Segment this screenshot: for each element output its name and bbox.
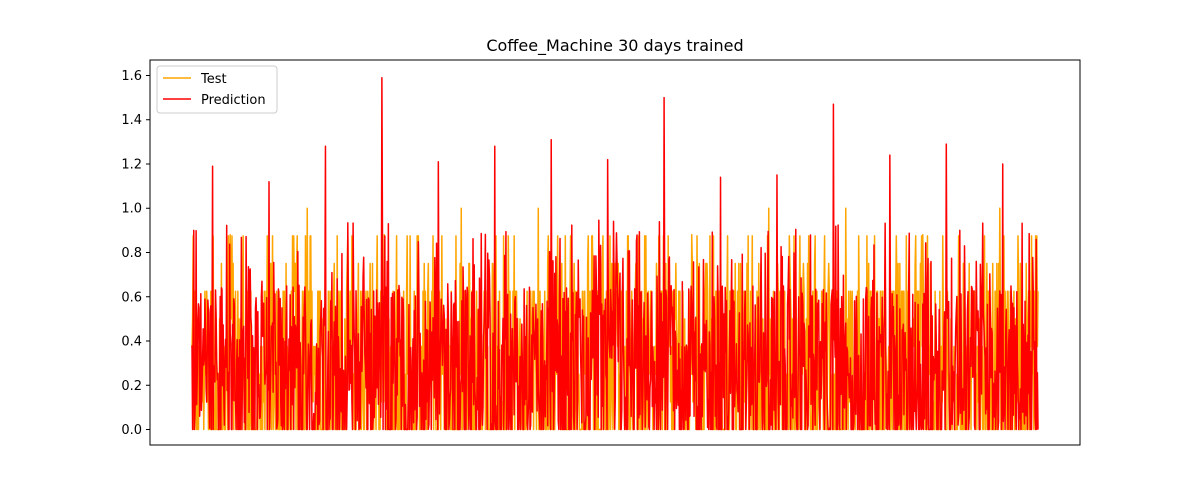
- y-tick-label: 1.4: [121, 113, 142, 128]
- y-tick-label: 0.0: [121, 423, 142, 438]
- y-tick-label: 1.6: [121, 69, 142, 84]
- chart-title: Coffee_Machine 30 days trained: [486, 36, 743, 56]
- legend-label-test: Test: [200, 72, 227, 87]
- y-tick-label: 0.8: [121, 246, 142, 261]
- y-axis: 0.0 0.2 0.4 0.6 0.8 1.0 1.2 1.4 1.6: [121, 69, 150, 438]
- y-tick-label: 1.0: [121, 202, 142, 217]
- legend-label-prediction: Prediction: [201, 93, 266, 108]
- y-tick-label: 0.4: [121, 335, 142, 350]
- prediction-line-path: [191, 76, 1039, 431]
- y-tick-label: 1.2: [121, 157, 142, 172]
- series-prediction-line: [191, 76, 1039, 431]
- y-tick-label: 0.2: [121, 379, 142, 394]
- legend: Test Prediction: [156, 65, 278, 114]
- y-tick-label: 0.6: [121, 290, 142, 305]
